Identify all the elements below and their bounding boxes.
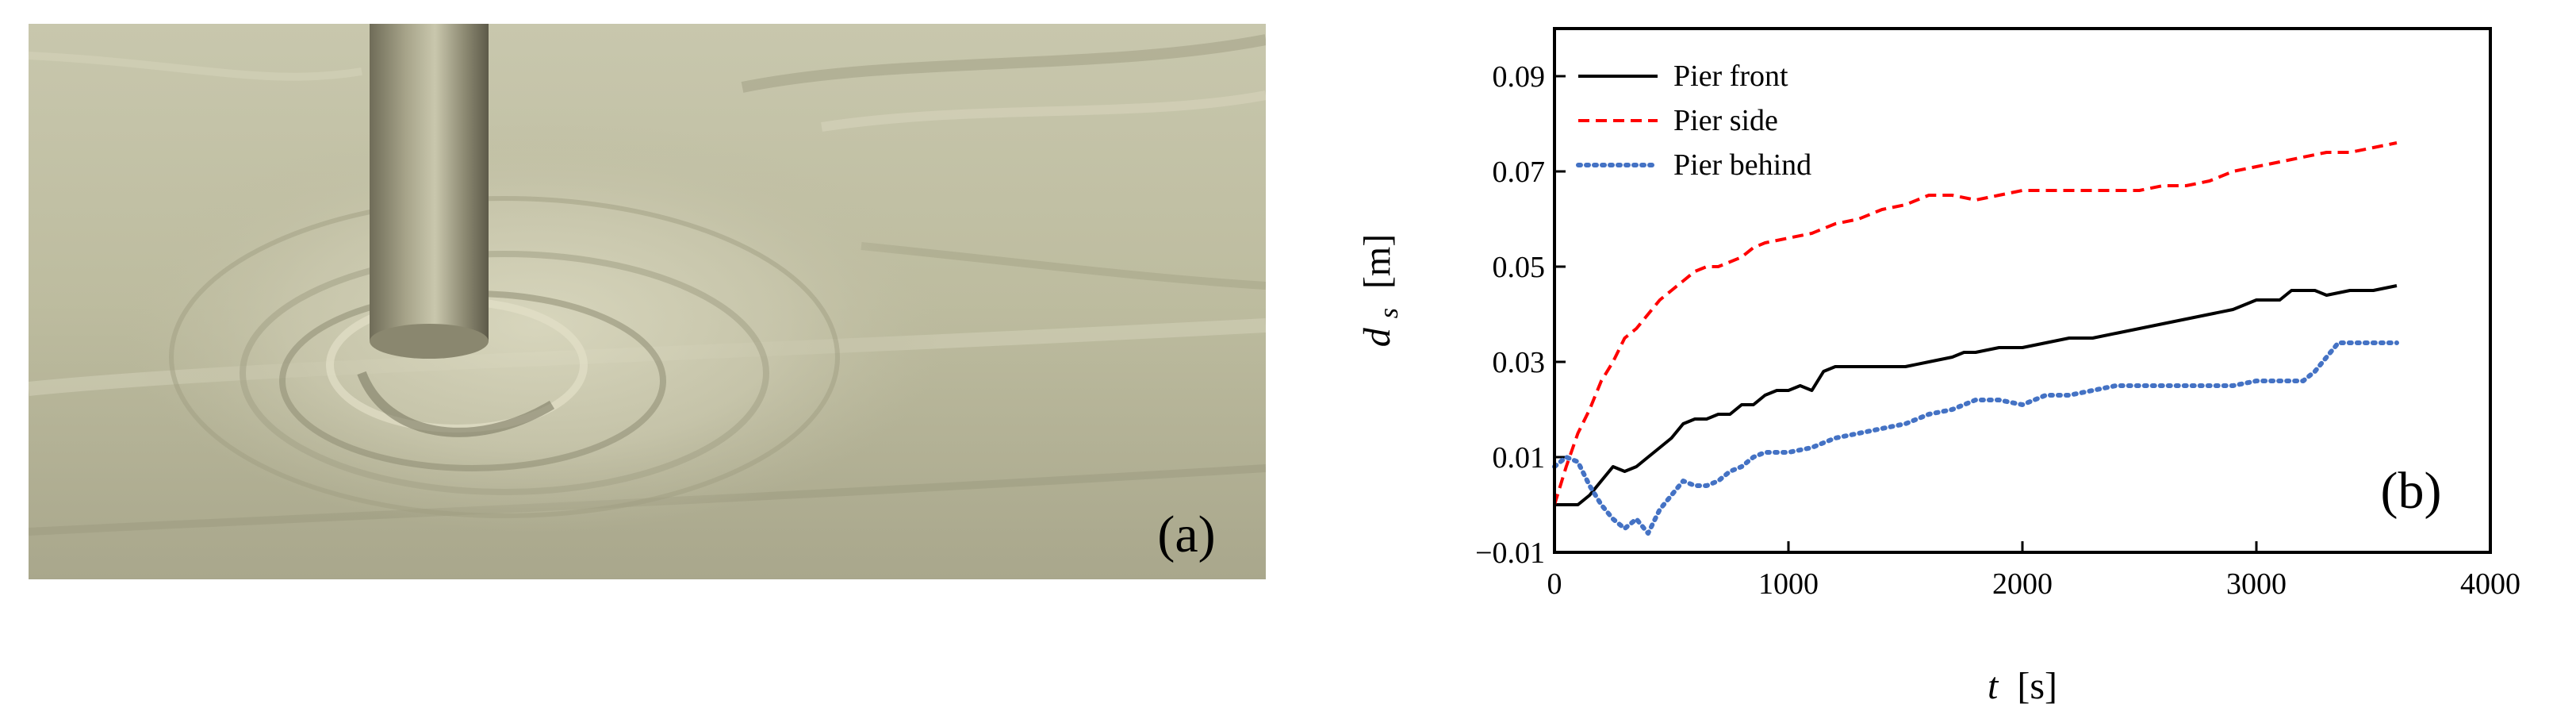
series-line-pier-side [1553,141,2398,506]
x-tick-label: 4000 [2460,567,2520,601]
series-line-pier-behind [1552,340,2399,536]
series-line-pier-front [1554,284,2398,506]
x-axis-unit: [s] [2017,665,2057,707]
legend-label-pier-front: Pier front [1673,60,1788,93]
y-tick-label: 0.01 [1493,441,1546,475]
y-tick-label: −0.01 [1475,536,1545,570]
x-tick-label: 1000 [1758,567,1819,601]
y-tick-label: 0.05 [1493,251,1546,284]
x-tick-label: 3000 [2226,567,2287,601]
y-tick-label: 0.07 [1493,156,1546,189]
scour-depth-chart: 0 1000 2000 3000 4000 −0.01 0.01 0.03 0.05 0.07 0.… [1356,27,2520,707]
y-tick-label: 0.09 [1493,60,1546,94]
y-axis-var: d [1356,327,1398,347]
panel-a-label: (a) [1157,506,1215,563]
scour-surface-image: (a) [29,24,1266,579]
axes-group: 0 1000 2000 3000 4000 −0.01 0.01 0.03 0.05 0.07 0.… [1475,60,2520,601]
x-tick-label: 2000 [1992,567,2053,601]
panel-b-label: (b) [2381,462,2442,520]
x-tick-label: 0 [1547,567,1562,601]
legend: Pier front Pier side Pier behind [1576,60,1811,182]
legend-label-pier-behind: Pier behind [1673,148,1811,182]
y-axis-sub: s [1374,308,1404,318]
y-tick-label: 0.03 [1493,346,1546,379]
series-group [1552,141,2399,536]
x-axis-var: t [1988,665,1999,707]
y-axis-title: d s [m] [1356,234,1406,348]
y-axis-unit: [m] [1356,234,1398,289]
plot-frame [1553,27,2492,554]
legend-label-pier-side: Pier side [1673,104,1778,137]
x-axis-title: t [s] [1988,665,2057,707]
